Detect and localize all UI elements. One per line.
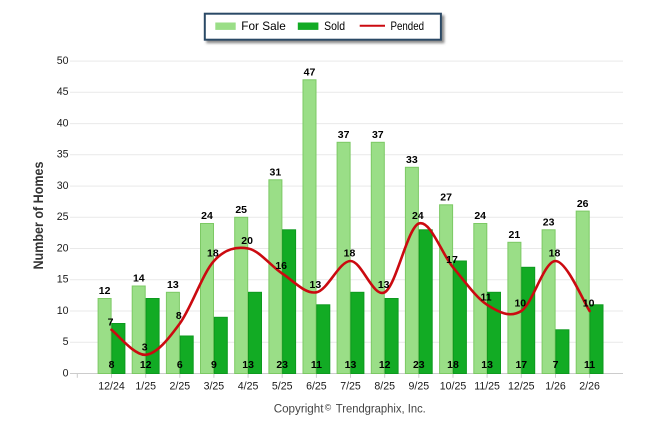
svg-text:8/25: 8/25 <box>374 381 395 393</box>
svg-text:21: 21 <box>509 229 521 241</box>
svg-text:10: 10 <box>583 298 595 310</box>
svg-text:40: 40 <box>57 118 69 130</box>
svg-text:13: 13 <box>167 279 179 291</box>
svg-text:©: © <box>325 402 332 412</box>
svg-text:6: 6 <box>177 359 183 371</box>
svg-text:Number of Homes: Number of Homes <box>30 161 46 269</box>
svg-text:9: 9 <box>211 359 217 371</box>
svg-text:8: 8 <box>176 310 182 322</box>
svg-text:12: 12 <box>379 359 391 371</box>
svg-text:Sold: Sold <box>324 19 345 33</box>
svg-text:35: 35 <box>57 149 69 161</box>
svg-text:12/25: 12/25 <box>508 381 535 393</box>
svg-text:Trendgraphix, Inc.: Trendgraphix, Inc. <box>336 402 426 416</box>
svg-text:23: 23 <box>413 359 425 371</box>
svg-text:25: 25 <box>57 211 69 223</box>
svg-text:12/24: 12/24 <box>98 381 125 393</box>
svg-text:11: 11 <box>311 359 322 371</box>
svg-text:25: 25 <box>235 204 247 216</box>
svg-text:1/26: 1/26 <box>545 381 566 393</box>
svg-text:5/25: 5/25 <box>272 381 293 393</box>
svg-text:30: 30 <box>57 180 69 192</box>
svg-text:7: 7 <box>108 317 114 329</box>
svg-text:33: 33 <box>406 154 418 166</box>
svg-text:47: 47 <box>304 67 316 79</box>
svg-text:1/25: 1/25 <box>135 381 156 393</box>
svg-text:5: 5 <box>63 336 69 348</box>
svg-text:12: 12 <box>140 359 152 371</box>
svg-text:27: 27 <box>440 192 452 204</box>
svg-text:7/25: 7/25 <box>340 381 361 393</box>
svg-text:20: 20 <box>241 235 253 247</box>
svg-text:24: 24 <box>201 210 213 222</box>
svg-text:13: 13 <box>481 359 493 371</box>
svg-text:7: 7 <box>553 359 559 371</box>
svg-text:For Sale: For Sale <box>241 19 286 33</box>
svg-text:18: 18 <box>447 359 459 371</box>
svg-text:3: 3 <box>142 342 148 354</box>
svg-text:11/25: 11/25 <box>474 381 500 393</box>
svg-text:18: 18 <box>207 248 219 260</box>
svg-text:23: 23 <box>543 217 555 229</box>
svg-text:24: 24 <box>412 210 424 222</box>
svg-text:13: 13 <box>378 279 390 291</box>
svg-text:37: 37 <box>338 129 350 141</box>
svg-text:16: 16 <box>275 260 287 272</box>
svg-text:9/25: 9/25 <box>408 381 429 393</box>
svg-text:13: 13 <box>345 359 357 371</box>
svg-text:17: 17 <box>446 254 458 266</box>
svg-text:13: 13 <box>242 359 254 371</box>
svg-text:23: 23 <box>276 359 288 371</box>
svg-text:12: 12 <box>99 285 111 297</box>
svg-text:24: 24 <box>474 210 486 222</box>
svg-text:11: 11 <box>584 359 595 371</box>
svg-text:17: 17 <box>515 359 527 371</box>
svg-text:Pended: Pended <box>391 19 425 33</box>
svg-text:18: 18 <box>549 248 561 260</box>
svg-text:45: 45 <box>57 86 69 98</box>
svg-text:2/25: 2/25 <box>169 381 190 393</box>
svg-text:20: 20 <box>57 242 69 254</box>
svg-text:50: 50 <box>57 55 69 67</box>
svg-text:15: 15 <box>57 274 69 286</box>
svg-text:8: 8 <box>109 359 115 371</box>
svg-text:13: 13 <box>310 279 322 291</box>
svg-text:26: 26 <box>577 198 589 210</box>
svg-text:18: 18 <box>344 248 356 260</box>
svg-text:10/25: 10/25 <box>440 381 467 393</box>
svg-text:6/25: 6/25 <box>306 381 327 393</box>
svg-text:14: 14 <box>133 273 145 285</box>
svg-text:10: 10 <box>514 298 526 310</box>
svg-text:10: 10 <box>57 305 69 317</box>
svg-text:11: 11 <box>481 292 492 304</box>
svg-text:31: 31 <box>270 167 282 179</box>
svg-text:4/25: 4/25 <box>238 381 259 393</box>
svg-text:Copyright: Copyright <box>274 402 324 416</box>
svg-text:37: 37 <box>372 129 384 141</box>
svg-text:2/26: 2/26 <box>579 381 600 393</box>
svg-text:0: 0 <box>63 367 69 379</box>
svg-text:3/25: 3/25 <box>204 381 225 393</box>
